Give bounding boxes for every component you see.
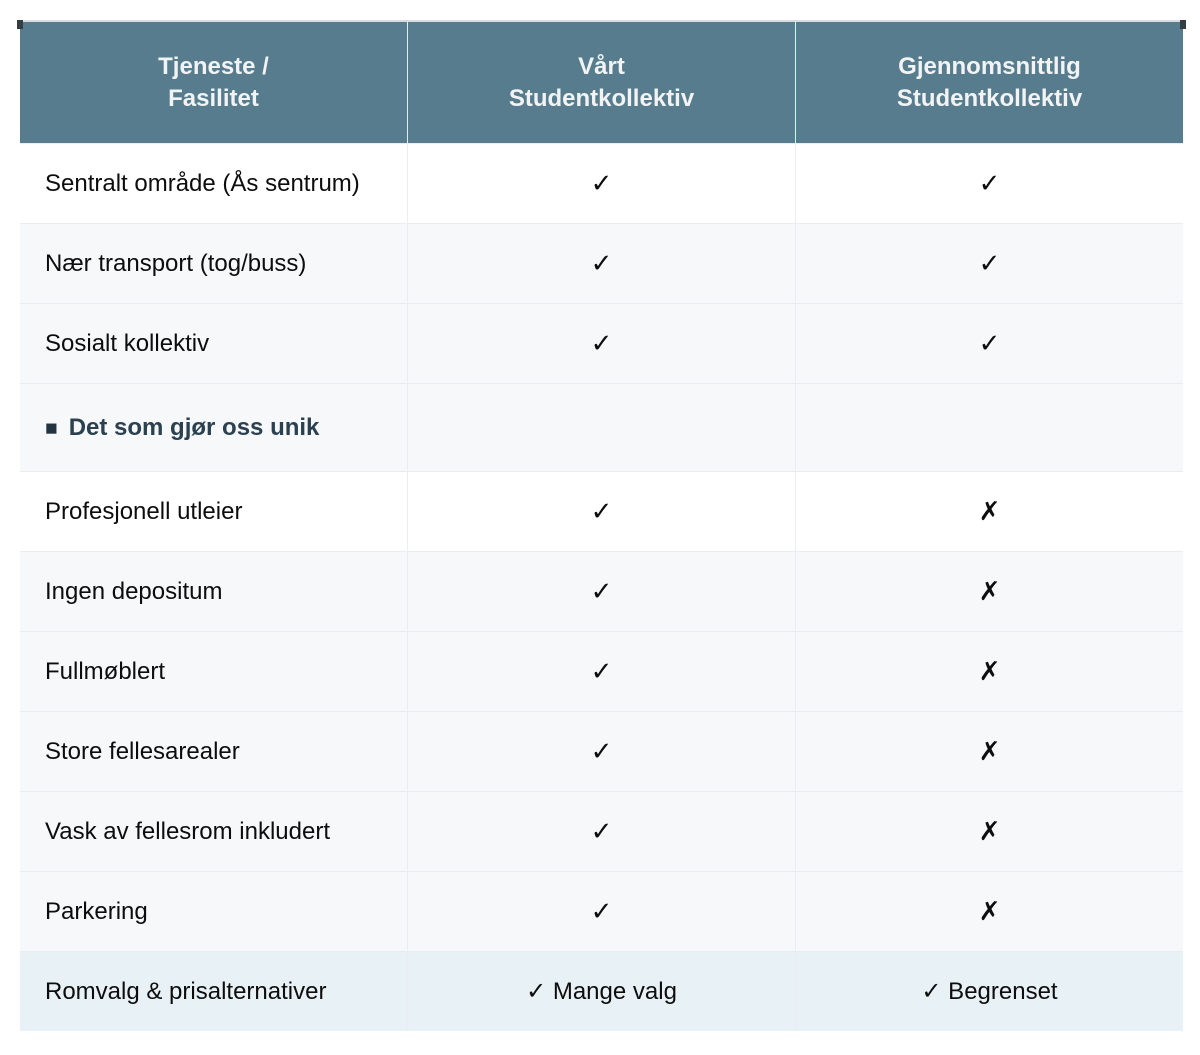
check-icon: ✓ [407,224,795,303]
check-icon: ✓ [795,304,1183,383]
cross-icon: ✗ [795,712,1183,791]
summary-value-ours: ✓ Mange valg [407,952,795,1031]
summary-value-average: ✓ Begrenset [795,952,1183,1031]
feature-label: Vask av fellesrom inkludert [45,817,330,845]
header-service-facility: Tjeneste / Fasilitet [158,52,269,112]
header-average-collective: Gjennomsnittlig Studentkollektiv [795,22,1183,143]
check-icon: ✓ [407,472,795,551]
table-row-near-transport: Nær transport (tog/buss) ✓ ✓ [20,223,1183,303]
check-icon: ✓ [407,304,795,383]
table-row-cleaning-included: Vask av fellesrom inkludert ✓ ✗ [20,791,1183,871]
table-row-parking: Parkering ✓ ✗ [20,871,1183,951]
empty-cell [795,384,1183,471]
cross-icon: ✗ [795,472,1183,551]
feature-label: Parkering [45,897,148,925]
table-header-row: Tjeneste / Fasilitet Vårt Studentkollekt… [20,22,1183,143]
table-row-room-options: Romvalg & prisalternativer ✓ Mange valg … [20,951,1183,1031]
comparison-table: Tjeneste / Fasilitet Vårt Studentkollekt… [17,20,1186,1031]
table-row-social-collective: Sosialt kollektiv ✓ ✓ [20,303,1183,383]
check-icon: ✓ [407,712,795,791]
cross-icon: ✗ [795,792,1183,871]
table-row-central-area: Sentralt område (Ås sentrum) ✓ ✓ [20,143,1183,223]
square-bullet-icon: ■ [45,416,58,440]
section-title: Det som gjør oss unik [68,413,320,441]
cross-icon: ✗ [795,632,1183,711]
check-icon: ✓ [795,144,1183,223]
feature-label: Nær transport (tog/buss) [45,249,307,277]
section-header: ■ Det som gjør oss unik [20,384,407,471]
table-corner-accent-left [17,20,23,29]
empty-cell [407,384,795,471]
check-icon: ✓ [795,224,1183,303]
table-corner-accent-right [1180,20,1186,29]
feature-label: Sentralt område (Ås sentrum) [45,169,360,197]
check-icon: ✓ [407,872,795,951]
feature-label: Ingen depositum [45,577,223,605]
header-our-collective: Vårt Studentkollektiv [407,22,795,143]
feature-label: Fullmøblert [45,657,166,685]
table-row-professional-landlord: Profesjonell utleier ✓ ✗ [20,471,1183,551]
table-row-fully-furnished: Fullmøblert ✓ ✗ [20,631,1183,711]
table-row-no-deposit: Ingen depositum ✓ ✗ [20,551,1183,631]
check-icon: ✓ [407,144,795,223]
table-row-large-common-areas: Store fellesarealer ✓ ✗ [20,711,1183,791]
feature-label: Profesjonell utleier [45,497,243,525]
check-icon: ✓ [407,632,795,711]
feature-label: Store fellesarealer [45,737,240,765]
check-icon: ✓ [407,792,795,871]
feature-label: Sosialt kollektiv [45,329,210,357]
cross-icon: ✗ [795,872,1183,951]
table-section-header-row: ■ Det som gjør oss unik [20,383,1183,471]
check-icon: ✓ [407,552,795,631]
cross-icon: ✗ [795,552,1183,631]
feature-label: Romvalg & prisalternativer [45,977,327,1005]
